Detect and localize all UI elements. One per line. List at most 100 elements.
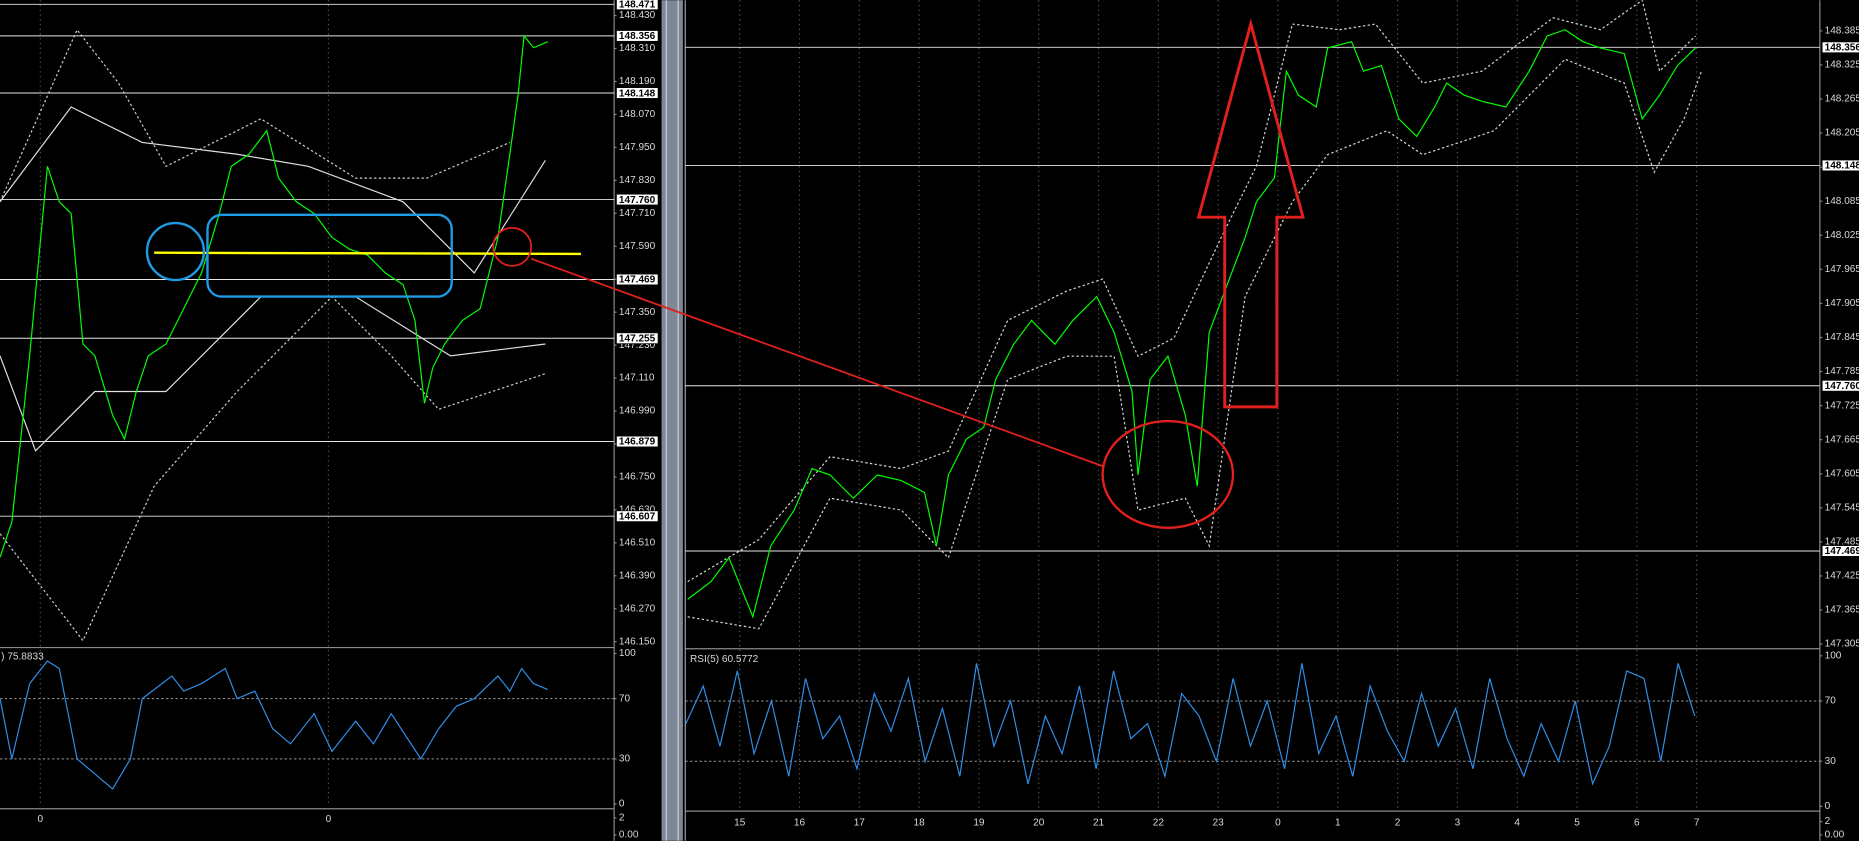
y-tick-label: 70	[619, 693, 631, 704]
level-label: 148.356	[619, 31, 656, 42]
x-tick-label: 5	[1574, 818, 1580, 829]
annotations	[145, 18, 1305, 529]
series-line	[687, 29, 1696, 619]
y-tick-label: 0.00	[1825, 830, 1845, 841]
y-tick-label: 147.425	[1825, 571, 1859, 582]
level-label: 146.879	[619, 437, 656, 448]
red-ellipse	[1101, 419, 1235, 529]
x-tick-label: 3	[1455, 818, 1461, 829]
series-line	[0, 660, 548, 790]
level-label: 147.255	[619, 333, 656, 344]
level-label: 148.471	[619, 0, 656, 11]
series-line	[685, 663, 1696, 786]
panel-frames	[0, 0, 1821, 841]
series-line	[0, 28, 511, 203]
level-label-box	[616, 510, 659, 522]
y-tick-label: 146.750	[619, 472, 656, 483]
y-tick-label: 148.025	[1825, 230, 1859, 241]
y-tick-label: 30	[1825, 756, 1837, 767]
y-tick-label: 148.430	[619, 10, 656, 21]
y-tick-label: 0	[1825, 801, 1831, 812]
series-line	[0, 106, 546, 274]
y-tick-label: 147.710	[619, 208, 656, 219]
series-line	[0, 34, 548, 558]
level-label-box	[616, 332, 659, 344]
indicator-title: ) 75.8833	[1, 652, 44, 663]
red-connector	[530, 257, 1103, 467]
x-tick-label: 20	[1033, 818, 1045, 829]
y-tick-label: 147.365	[1825, 605, 1859, 616]
x-tick-label: 2	[1395, 818, 1401, 829]
y-tick-label: 148.310	[619, 43, 656, 54]
x-tick-label: 4	[1514, 818, 1520, 829]
level-label-box	[1821, 41, 1859, 53]
level-label: 147.469	[619, 275, 656, 286]
blue-box	[206, 213, 453, 298]
x-tick-label: 6	[1634, 818, 1640, 829]
y-tick-label: 147.230	[619, 340, 656, 351]
x-tick-label: 16	[794, 818, 806, 829]
y-tick-label: 147.590	[619, 241, 656, 252]
y-tick-label: 146.990	[619, 406, 656, 417]
y-tick-label: 148.325	[1825, 60, 1859, 71]
x-tick-label: 0	[326, 814, 332, 825]
x-tick-label: 15	[734, 818, 746, 829]
y-tick-label: 148.205	[1825, 128, 1859, 139]
x-tick-label: 19	[973, 818, 985, 829]
level-label: 147.760	[1825, 381, 1859, 392]
level-label-box	[616, 30, 659, 42]
level-label-box	[1821, 159, 1859, 172]
series-line	[687, 0, 1696, 583]
y-tick-label: 147.665	[1825, 434, 1859, 445]
x-tick-label: 21	[1093, 818, 1105, 829]
level-label: 148.356	[1825, 43, 1859, 54]
y-tick-label: 148.265	[1825, 94, 1859, 105]
y-tick-label: 147.965	[1825, 264, 1859, 275]
y-tick-label: 100	[1825, 650, 1842, 661]
series-line	[0, 295, 546, 642]
x-tick-label: 17	[854, 818, 866, 829]
level-label-box	[1821, 545, 1859, 557]
y-tick-label: 147.950	[619, 142, 656, 153]
y-tick-label: 147.545	[1825, 502, 1859, 513]
indicator-title: RSI(5) 60.5772	[690, 654, 759, 665]
y-tick-label: 147.605	[1825, 468, 1859, 479]
x-tick-label: 7	[1694, 818, 1700, 829]
x-tick-label: 1	[1335, 818, 1341, 829]
window-splitter	[661, 0, 683, 841]
y-tick-label: 147.905	[1825, 298, 1859, 309]
y-tick-label: 146.270	[619, 603, 656, 614]
y-tick-label: 147.725	[1825, 400, 1859, 411]
x-tick-label: 0	[38, 814, 44, 825]
y-tick-label: 2	[1825, 816, 1831, 827]
y-tick-label: 146.630	[619, 505, 656, 516]
red-circle	[492, 226, 533, 267]
y-tick-label: 146.150	[619, 636, 656, 647]
y-tick-label: 100	[619, 648, 636, 659]
yellow-line	[154, 251, 581, 256]
y-tick-label: 2	[619, 812, 625, 823]
y-tick-label: 148.085	[1825, 196, 1859, 207]
level-label-box	[616, 435, 659, 448]
x-tick-label: 0	[1275, 818, 1281, 829]
level-label-box	[616, 87, 659, 99]
y-tick-label: 148.385	[1825, 26, 1859, 37]
y-tick-label: 0	[619, 799, 625, 810]
y-tick-label: 146.390	[619, 570, 656, 581]
level-label: 148.148	[1825, 161, 1859, 172]
y-tick-label: 147.845	[1825, 332, 1859, 343]
y-tick-label: 147.110	[619, 373, 655, 384]
y-tick-label: 148.190	[619, 76, 656, 87]
level-label: 146.607	[619, 511, 656, 522]
y-tick-label: 148.070	[619, 109, 656, 120]
y-tick-label: 0.00	[619, 830, 639, 841]
y-tick-label: 147.350	[619, 307, 656, 318]
red-arrow	[1196, 18, 1305, 409]
level-label: 147.760	[619, 195, 656, 206]
blue-circle	[145, 221, 206, 282]
y-tick-label: 30	[619, 754, 631, 765]
